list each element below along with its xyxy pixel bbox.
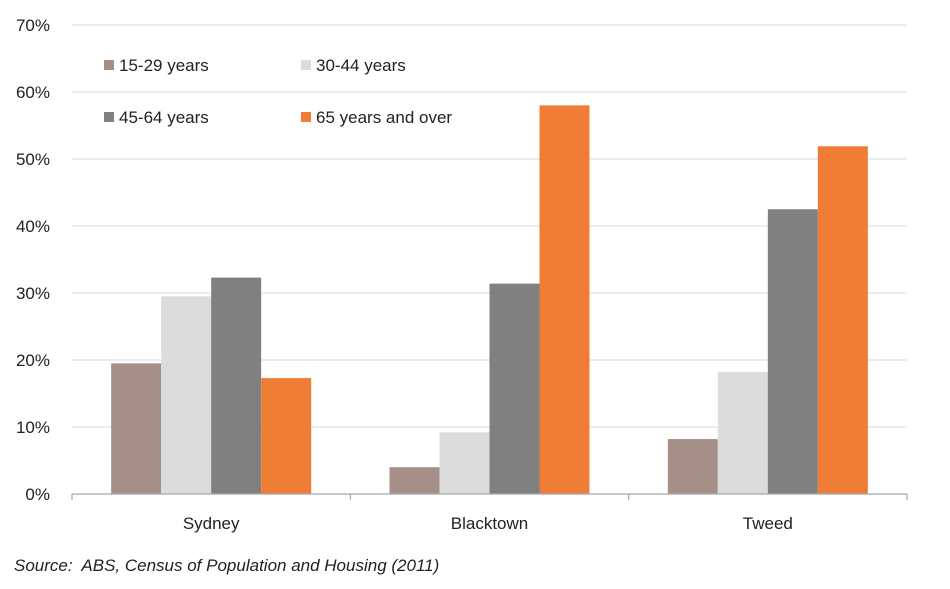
category-label: Blacktown bbox=[451, 514, 528, 533]
bar bbox=[817, 146, 868, 494]
legend-swatch bbox=[301, 60, 311, 70]
y-axis-ticks: 0% 10% 20% 30% 40% 50% 60% 70% bbox=[16, 16, 50, 504]
y-tick-label: 30% bbox=[16, 284, 50, 303]
bar bbox=[439, 432, 490, 494]
bar bbox=[211, 277, 262, 494]
legend-label: 30-44 years bbox=[316, 56, 406, 75]
bar bbox=[261, 378, 312, 494]
category-label: Sydney bbox=[183, 514, 240, 533]
source-note: Source: ABS, Census of Population and Ho… bbox=[14, 556, 440, 575]
legend-label: 65 years and over bbox=[316, 108, 452, 127]
bar bbox=[389, 467, 440, 494]
bar bbox=[489, 283, 540, 494]
category-label: Tweed bbox=[743, 514, 793, 533]
legend-label: 15-29 years bbox=[119, 56, 209, 75]
legend-swatch bbox=[104, 60, 114, 70]
category-labels: Sydney Blacktown Tweed bbox=[183, 514, 793, 533]
y-tick-label: 70% bbox=[16, 16, 50, 35]
legend-swatch bbox=[104, 112, 114, 122]
legend-swatch bbox=[301, 112, 311, 122]
legend-label: 45-64 years bbox=[119, 108, 209, 127]
bar bbox=[767, 209, 818, 494]
y-tick-label: 20% bbox=[16, 351, 50, 370]
bars bbox=[111, 105, 868, 495]
legend: 15-29 years 30-44 years 45-64 years 65 year… bbox=[104, 56, 452, 127]
bar bbox=[717, 372, 768, 494]
y-tick-label: 50% bbox=[16, 150, 50, 169]
bar bbox=[539, 105, 590, 495]
bar bbox=[161, 296, 212, 494]
y-tick-label: 10% bbox=[16, 418, 50, 437]
y-tick-label: 0% bbox=[25, 485, 50, 504]
y-tick-label: 60% bbox=[16, 83, 50, 102]
x-axis bbox=[71, 493, 908, 500]
bar bbox=[667, 439, 718, 494]
y-tick-label: 40% bbox=[16, 217, 50, 236]
bar bbox=[111, 363, 162, 494]
